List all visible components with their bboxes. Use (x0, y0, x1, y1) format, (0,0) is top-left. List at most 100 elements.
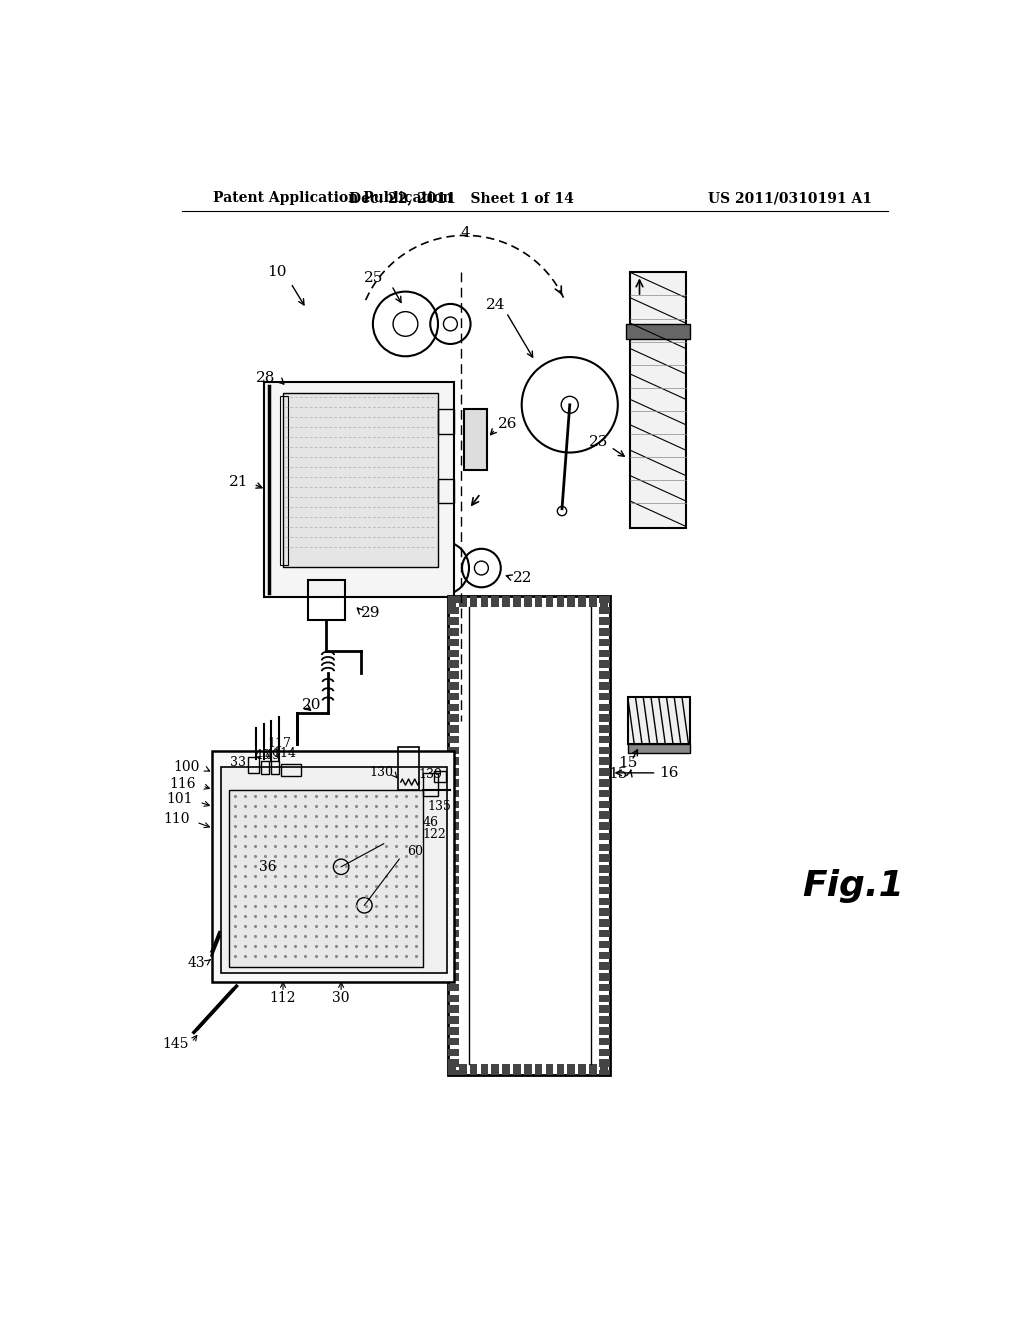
Bar (261, 760, 269, 775)
Bar (599, 649, 610, 657)
Bar (599, 876, 610, 883)
Bar (599, 898, 610, 906)
Bar (599, 833, 610, 841)
Bar (599, 672, 610, 678)
Bar (271, 760, 280, 775)
Bar (449, 919, 459, 927)
Bar (280, 396, 288, 565)
Text: 139: 139 (419, 768, 442, 781)
Bar (449, 628, 459, 636)
Bar (449, 843, 459, 851)
Text: 60: 60 (407, 845, 423, 858)
Bar (599, 607, 610, 614)
Bar (449, 866, 459, 873)
Bar (599, 1071, 610, 1074)
Bar (449, 800, 459, 808)
Bar (449, 595, 456, 607)
Bar (449, 595, 459, 603)
Bar (449, 822, 459, 830)
Bar (449, 1059, 459, 1067)
Bar (459, 595, 467, 607)
Bar (599, 747, 610, 754)
Bar (503, 1064, 510, 1074)
Bar (449, 854, 459, 862)
Text: 46: 46 (423, 816, 438, 829)
Bar (599, 843, 610, 851)
Bar (599, 628, 610, 636)
Bar (480, 1064, 488, 1074)
Bar (599, 693, 610, 701)
Bar (459, 1064, 467, 1074)
Bar (567, 1064, 575, 1074)
Text: 135: 135 (428, 800, 452, 813)
Bar (449, 693, 459, 701)
Bar (449, 833, 459, 841)
Bar (599, 789, 610, 797)
Bar (535, 1064, 543, 1074)
Bar (449, 704, 459, 711)
Bar (449, 962, 459, 970)
Bar (449, 660, 459, 668)
Text: 101: 101 (167, 792, 194, 807)
Bar (221, 767, 447, 973)
Text: 15: 15 (608, 767, 628, 781)
Bar (628, 743, 690, 752)
Bar (449, 898, 459, 906)
Bar (449, 789, 459, 797)
Bar (449, 768, 459, 776)
Bar (589, 595, 597, 607)
Bar (464, 409, 486, 470)
Bar (599, 639, 610, 647)
Bar (449, 929, 459, 937)
Bar (599, 1027, 610, 1035)
Text: 16: 16 (658, 766, 678, 780)
Bar (599, 714, 610, 722)
Bar (449, 714, 459, 722)
Bar (557, 1064, 564, 1074)
Bar (599, 1006, 610, 1012)
Text: 122: 122 (423, 828, 446, 841)
Bar (423, 774, 438, 796)
Text: 10: 10 (267, 265, 287, 280)
Bar (449, 1064, 456, 1074)
Bar (599, 973, 610, 981)
Bar (449, 672, 459, 678)
Bar (599, 737, 610, 743)
Text: Patent Application Publication: Patent Application Publication (213, 191, 453, 206)
Bar (248, 758, 259, 774)
Bar (599, 854, 610, 862)
Text: 145: 145 (162, 1038, 188, 1051)
Bar (449, 1016, 459, 1024)
Bar (599, 812, 610, 818)
Text: 21: 21 (228, 475, 248, 488)
Bar (599, 595, 610, 603)
Bar (599, 1059, 610, 1067)
Bar (599, 995, 610, 1002)
Bar (628, 697, 690, 743)
Bar (449, 876, 459, 883)
Bar (449, 995, 459, 1002)
Bar (449, 649, 459, 657)
Bar (263, 381, 454, 598)
Bar (503, 595, 510, 607)
Bar (599, 919, 610, 927)
Bar (480, 595, 488, 607)
Bar (630, 272, 686, 528)
Bar (449, 1048, 459, 1056)
Bar (600, 1064, 607, 1074)
Text: 15: 15 (618, 756, 638, 770)
Text: 130: 130 (369, 767, 393, 779)
Bar (492, 1064, 499, 1074)
Bar (212, 751, 454, 982)
Bar (579, 595, 586, 607)
Bar (513, 595, 521, 607)
Bar (599, 941, 610, 948)
Bar (599, 983, 610, 991)
Bar (599, 952, 610, 960)
Text: 43: 43 (187, 956, 206, 970)
Text: 29: 29 (360, 606, 380, 619)
Bar (470, 1064, 477, 1074)
Bar (449, 682, 459, 689)
Bar (589, 1064, 597, 1074)
Text: 114: 114 (272, 747, 297, 760)
